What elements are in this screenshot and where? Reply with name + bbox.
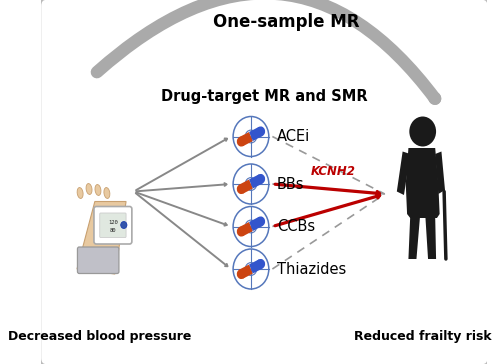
Circle shape <box>410 116 436 146</box>
Polygon shape <box>249 174 262 189</box>
Text: Decreased blood pressure: Decreased blood pressure <box>8 330 191 343</box>
Polygon shape <box>240 222 253 236</box>
Polygon shape <box>249 127 262 141</box>
Polygon shape <box>249 260 262 273</box>
FancyBboxPatch shape <box>94 206 132 244</box>
Polygon shape <box>408 217 420 259</box>
Polygon shape <box>77 202 126 274</box>
Text: Reduced frailty risk: Reduced frailty risk <box>354 330 492 343</box>
Polygon shape <box>426 217 436 259</box>
Ellipse shape <box>237 136 246 147</box>
Ellipse shape <box>86 183 92 194</box>
FancyBboxPatch shape <box>100 213 126 237</box>
Polygon shape <box>249 217 262 231</box>
Ellipse shape <box>256 126 265 136</box>
Polygon shape <box>406 148 440 218</box>
Ellipse shape <box>95 185 101 195</box>
Polygon shape <box>240 132 253 146</box>
Text: KCNH2: KCNH2 <box>311 165 356 178</box>
FancyBboxPatch shape <box>78 247 119 273</box>
Text: Thiazides: Thiazides <box>277 261 346 277</box>
Text: BBs: BBs <box>277 177 304 191</box>
Ellipse shape <box>237 226 246 237</box>
Polygon shape <box>435 151 445 194</box>
Text: CCBs: CCBs <box>277 219 315 234</box>
Ellipse shape <box>77 187 83 198</box>
Text: ACEi: ACEi <box>277 129 310 144</box>
Text: Drug-target MR and SMR: Drug-target MR and SMR <box>161 89 368 104</box>
Polygon shape <box>240 265 253 278</box>
Text: 120: 120 <box>108 221 118 226</box>
FancyBboxPatch shape <box>40 0 488 364</box>
Ellipse shape <box>237 184 246 194</box>
Circle shape <box>120 222 127 229</box>
Polygon shape <box>240 179 253 194</box>
Ellipse shape <box>256 259 265 269</box>
Text: 80: 80 <box>110 228 116 233</box>
FancyArrowPatch shape <box>97 0 435 99</box>
Polygon shape <box>397 151 410 195</box>
Ellipse shape <box>104 187 110 198</box>
Ellipse shape <box>256 174 265 184</box>
Ellipse shape <box>256 217 265 226</box>
Ellipse shape <box>237 269 246 279</box>
Text: One-sample MR: One-sample MR <box>214 12 360 31</box>
